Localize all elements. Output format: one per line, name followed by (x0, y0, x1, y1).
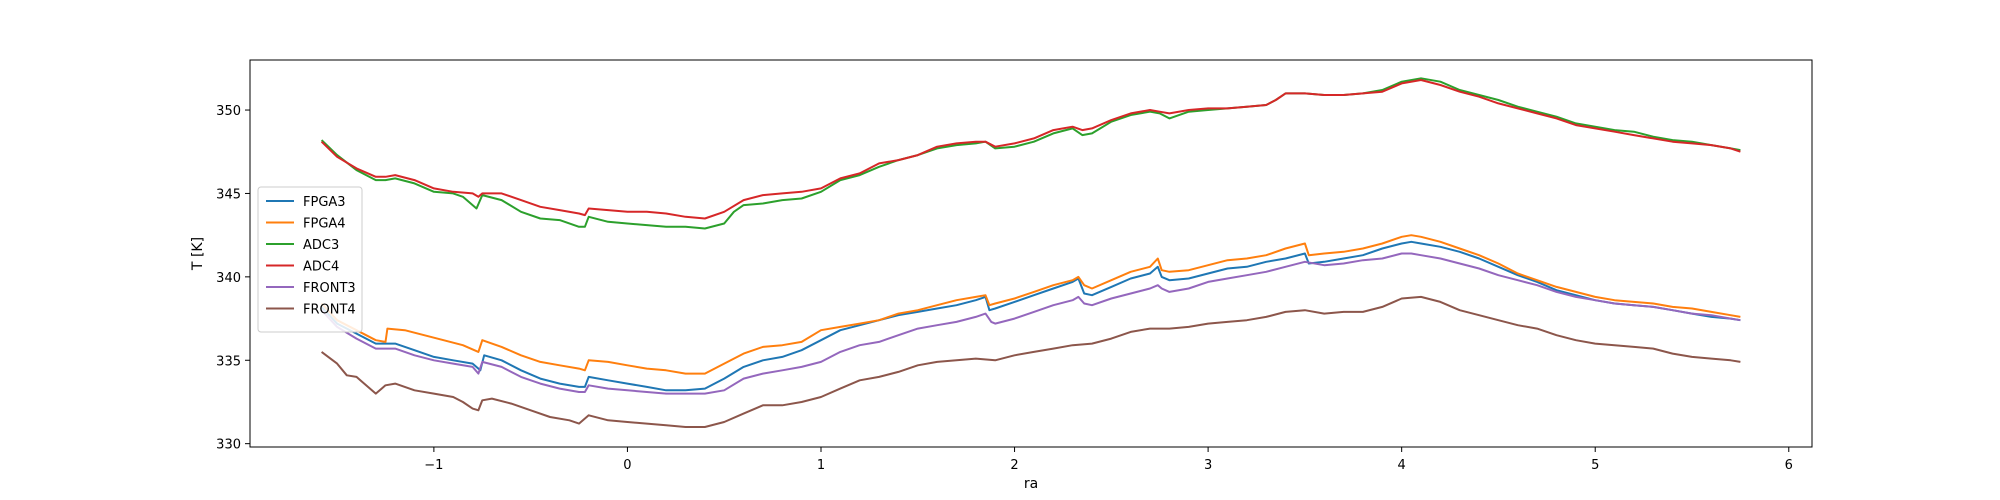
x-tick-label: 3 (1204, 458, 1212, 473)
series-line-fpga4 (320, 234, 1741, 375)
y-tick-label: 350 (216, 104, 241, 119)
series-line-fpga3 (320, 240, 1741, 392)
x-tick-label: 6 (1785, 458, 1793, 473)
x-tick-label: 4 (1398, 458, 1406, 473)
legend-label-adc3: ADC3 (303, 238, 339, 253)
series-line-front3 (320, 252, 1741, 395)
series-line-adc4 (320, 79, 1741, 220)
y-axis: 330 335 340 345 350 (216, 104, 250, 453)
plot-area (249, 59, 1813, 448)
x-tick-label: 0 (623, 458, 631, 473)
y-tick-label: 345 (216, 187, 241, 202)
series-layer (320, 77, 1741, 428)
y-tick-label: 330 (216, 438, 241, 453)
legend: FPGA3 FPGA4 ADC3 ADC4 FRONT3 FRONT4 (257, 186, 363, 333)
y-tick-label: 340 (216, 271, 241, 286)
x-axis: −1 0 1 2 3 4 5 6 (424, 447, 1793, 473)
x-tick-label: −1 (424, 458, 443, 473)
legend-label-front4: FRONT4 (303, 303, 356, 318)
series-line-front4 (320, 295, 1741, 428)
x-axis-label: ra (1024, 476, 1038, 492)
legend-label-fpga3: FPGA3 (303, 195, 346, 210)
series-line-adc3 (320, 77, 1741, 230)
legend-label-front3: FRONT3 (303, 281, 356, 296)
y-axis-label: T [K] (190, 237, 206, 271)
y-tick-label: 335 (216, 354, 241, 369)
x-tick-label: 2 (1010, 458, 1018, 473)
x-tick-label: 5 (1591, 458, 1599, 473)
x-tick-label: 1 (817, 458, 825, 473)
legend-label-adc4: ADC4 (303, 260, 339, 275)
legend-label-fpga4: FPGA4 (303, 217, 346, 232)
